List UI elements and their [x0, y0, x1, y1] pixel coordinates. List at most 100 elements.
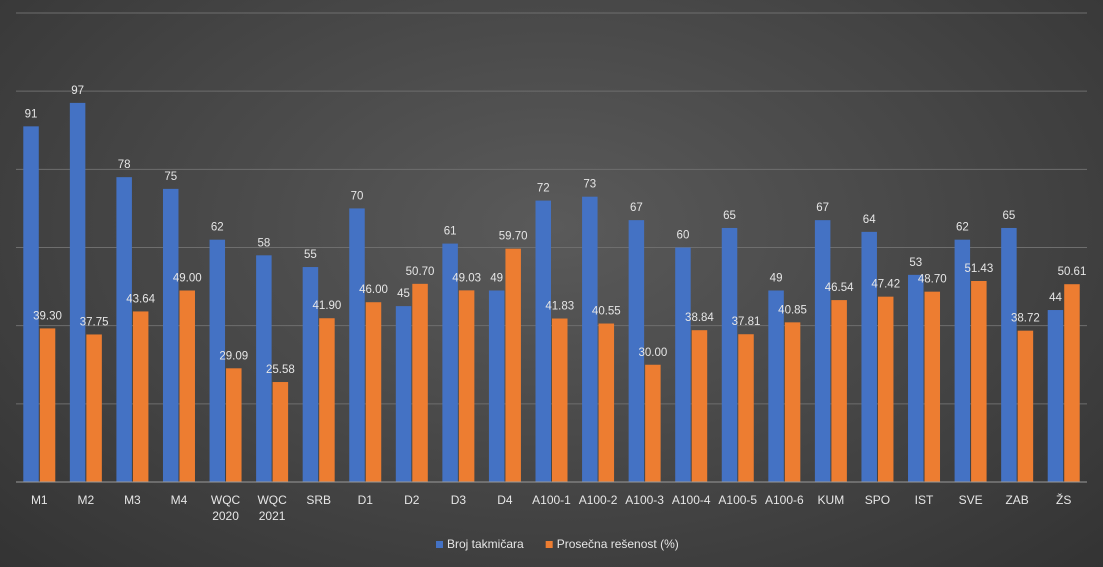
- x-tick-label: D3: [451, 493, 467, 507]
- data-label: 78: [118, 159, 131, 171]
- bar-broj-takmicara: [861, 231, 877, 482]
- data-label: 62: [211, 222, 224, 234]
- data-label: 41.90: [313, 300, 342, 312]
- bar-broj-takmicara: [1047, 310, 1064, 482]
- bar-broj-takmicara: [23, 126, 39, 482]
- bars: [23, 102, 1080, 483]
- x-tick-label: WQC 2020: [211, 493, 241, 523]
- x-tick-label: KUM: [818, 493, 845, 507]
- data-label: 91: [25, 108, 38, 120]
- bar-broj-takmicara: [69, 102, 86, 483]
- bar-prosecna-resenost: [831, 300, 847, 482]
- legend-label: Broj takmičara: [447, 537, 524, 551]
- x-tick-label: A100-2: [579, 493, 618, 507]
- data-label: 73: [583, 179, 596, 191]
- bar-prosecna-resenost: [738, 334, 754, 482]
- data-label: 70: [351, 190, 364, 202]
- data-label: 50.61: [1058, 266, 1087, 278]
- data-label: 39.30: [33, 310, 62, 322]
- bar-prosecna-resenost: [86, 334, 102, 482]
- x-tick-label: M3: [124, 493, 141, 507]
- x-tick-label: A100-6: [765, 493, 804, 507]
- bar-broj-takmicara: [162, 188, 179, 482]
- x-tick-label: D2: [404, 493, 420, 507]
- x-tick-label: A100-3: [625, 493, 664, 507]
- legend-label: Prosečna rešenost (%): [557, 537, 679, 551]
- x-tick-label: A100-4: [672, 493, 711, 507]
- x-tick-label: SVE: [959, 493, 983, 507]
- x-tick-label: ŽS: [1056, 492, 1071, 507]
- data-label: 37.81: [732, 316, 761, 328]
- x-tick-label: SRB: [306, 493, 331, 507]
- x-tick-label: WQC 2021: [257, 493, 287, 523]
- x-axis: M1 M2 M3 M4 WQC 2020 WQC 2021 SRB D1 D2 D3 D4 A100-1 A…: [16, 481, 1087, 523]
- bar-broj-takmicara: [1001, 227, 1017, 482]
- bar-prosecna-resenost: [179, 290, 195, 482]
- data-label: 55: [304, 249, 317, 261]
- data-label: 49.03: [452, 272, 481, 284]
- bar-prosecna-resenost: [365, 302, 382, 482]
- data-label: 38.72: [1011, 313, 1040, 325]
- bar-broj-takmicara: [256, 255, 272, 482]
- bar-prosecna-resenost: [784, 322, 801, 482]
- data-labels: 91 97 78 75 62 58 55 70 45 61 49 72 73 67 60 65 49 67 64 53…: [25, 85, 1087, 376]
- bar-broj-takmicara: [721, 227, 738, 482]
- x-tick-label: D4: [497, 493, 513, 507]
- bar-broj-takmicara: [209, 239, 226, 482]
- x-tick-label: A100-1: [532, 493, 571, 507]
- bar-prosecna-resenost: [132, 311, 149, 482]
- data-label: 40.85: [778, 304, 807, 316]
- x-tick-label: A100-5: [718, 493, 757, 507]
- bar-broj-takmicara: [628, 220, 645, 482]
- data-label: 43.64: [126, 293, 155, 305]
- bar-prosecna-resenost: [691, 330, 708, 482]
- data-label: 40.55: [592, 306, 621, 318]
- x-tick-label: M2: [78, 493, 95, 507]
- bar-broj-takmicara: [442, 243, 458, 482]
- bar-broj-takmicara: [675, 247, 691, 482]
- data-label: 97: [71, 85, 84, 97]
- data-label: 65: [723, 210, 736, 222]
- x-tick-label: M4: [171, 493, 188, 507]
- bar-prosecna-resenost: [319, 318, 335, 482]
- data-label: 75: [164, 171, 177, 183]
- data-label: 30.00: [638, 347, 667, 359]
- data-label: 49: [490, 272, 503, 284]
- data-label: 29.09: [219, 350, 248, 362]
- legend-swatch: [545, 541, 553, 548]
- bar-prosecna-resenost: [645, 364, 661, 482]
- data-label: 49: [770, 272, 783, 284]
- data-label: 62: [956, 222, 969, 234]
- bar-broj-takmicara: [954, 239, 971, 482]
- bar-broj-takmicara: [349, 208, 365, 482]
- bar-broj-takmicara: [814, 220, 831, 482]
- legend-swatch: [436, 541, 443, 548]
- data-label: 72: [537, 183, 550, 195]
- data-label: 51.43: [964, 263, 993, 275]
- data-label: 25.58: [266, 364, 295, 376]
- bar-prosecna-resenost: [272, 382, 289, 482]
- bar-prosecna-resenost: [458, 290, 475, 482]
- bar-prosecna-resenost: [1064, 284, 1080, 482]
- data-label: 41.83: [545, 301, 574, 313]
- data-label: 38.84: [685, 312, 714, 324]
- data-label: 47.42: [871, 279, 900, 291]
- bar-prosecna-resenost: [39, 328, 56, 482]
- bar-prosecna-resenost: [971, 280, 987, 482]
- bar-broj-takmicara: [908, 274, 924, 482]
- bar-broj-takmicara: [488, 290, 505, 482]
- data-label: 60: [677, 230, 690, 242]
- x-tick-label: IST: [915, 493, 934, 507]
- bar-prosecna-resenost: [924, 291, 941, 482]
- bar-prosecna-resenost: [598, 323, 615, 482]
- data-label: 45: [397, 288, 410, 300]
- data-label: 67: [630, 202, 643, 214]
- data-label: 50.70: [406, 266, 435, 278]
- bar-broj-takmicara: [116, 177, 132, 482]
- data-label: 64: [863, 214, 876, 226]
- data-label: 49.00: [173, 272, 202, 284]
- x-tick-label: M1: [31, 493, 48, 507]
- bar-prosecna-resenost: [1017, 330, 1034, 482]
- data-label: 58: [257, 237, 270, 249]
